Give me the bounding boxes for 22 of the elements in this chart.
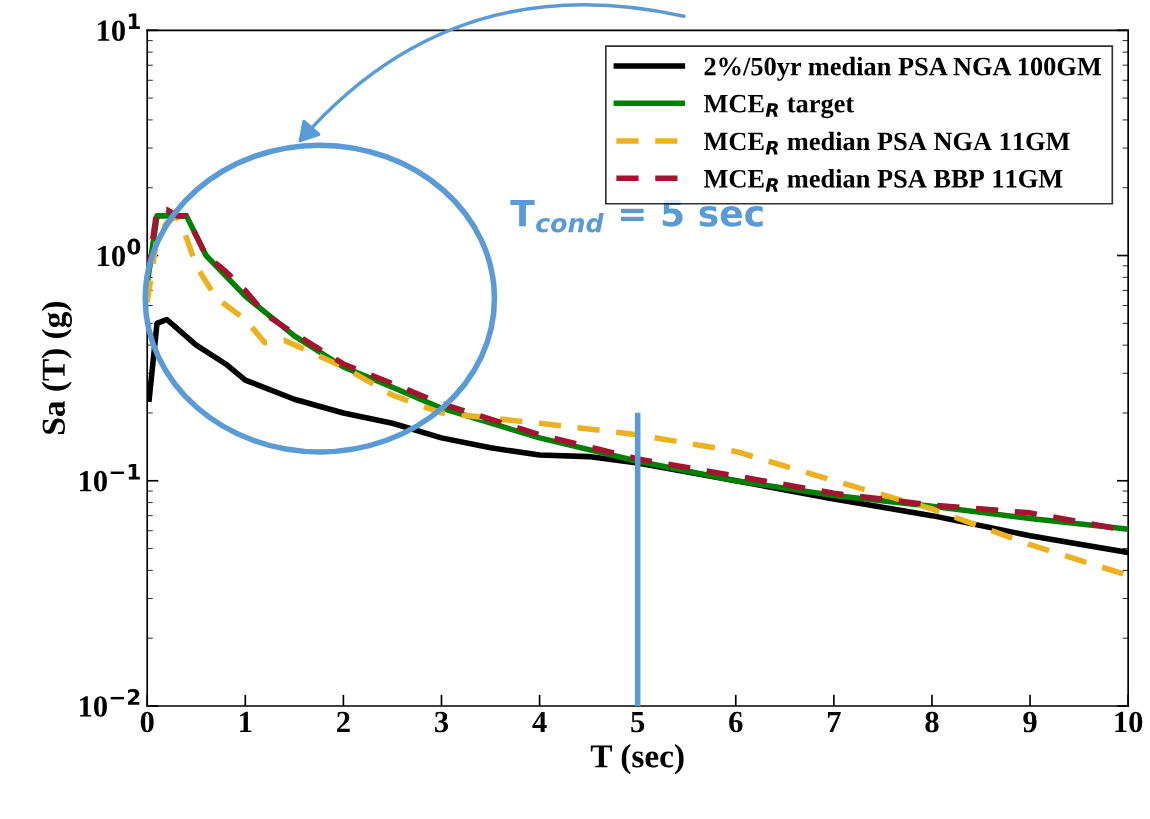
x-tick-label: 5 [631, 712, 645, 733]
x-tick-label: 10 [1115, 711, 1143, 733]
x-tick-label: 7 [827, 712, 841, 733]
x-tick-label: 4 [532, 711, 547, 733]
y-tick-label: 10$^{0}$ [98, 238, 141, 267]
legend-label: 2%/50yr median PSA NGA 100GM [704, 56, 1101, 81]
x-axis-title: T (sec) [590, 744, 684, 775]
legend-label: MCE$_{R}$ median PSA BBP 11GM [703, 169, 1063, 192]
y-tick-label: 10$^{−1}$ [80, 463, 140, 492]
ref-line-label: T$_{cond}$ = 5 sec [510, 199, 763, 233]
x-tick-label: 3 [435, 711, 449, 733]
legend-label: MCE$_{R}$ median PSA NGA 11GM [703, 131, 1070, 155]
x-tick-label: 0 [140, 711, 154, 733]
x-tick-label: 9 [1023, 711, 1037, 733]
x-tick-label: 6 [729, 711, 743, 733]
y-tick-label: 10$^{−2}$ [80, 688, 140, 717]
y-tick-label: 10$^{1}$ [98, 13, 140, 42]
x-tick-label: 1 [240, 711, 252, 733]
x-tick-label: 8 [925, 711, 939, 733]
y-axis-title: Sa (T) (g) [41, 302, 73, 434]
x-tick-label: 2 [337, 711, 350, 733]
legend-label: MCE$_{R}$ target [703, 94, 855, 119]
